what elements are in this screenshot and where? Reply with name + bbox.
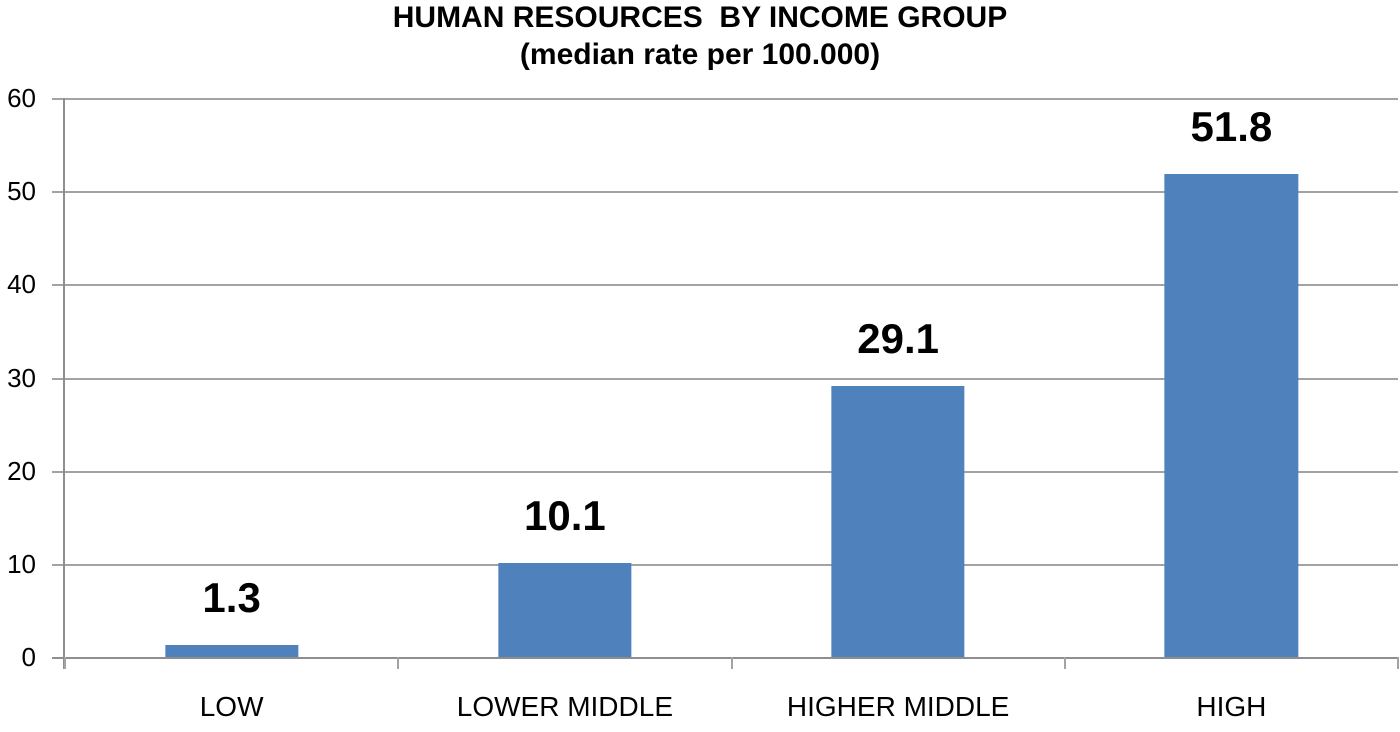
x-axis: LOW LOWER MIDDLE HIGHER MIDDLE HIGH [65, 690, 1398, 724]
x-axis-tick [397, 657, 400, 669]
y-axis-label: 20 [7, 455, 36, 486]
gridline-40 [52, 284, 1398, 287]
chart-subtitle: (median rate per 100.000) [519, 38, 881, 71]
y-axis-label: 10 [7, 548, 36, 579]
x-axis-label-lower-middle: LOWER MIDDLE [456, 691, 673, 722]
y-axis-label: 50 [7, 176, 36, 207]
bar-value-label-high: 51.8 [1190, 103, 1273, 151]
bar-value-label-lower-middle: 10.1 [524, 491, 606, 539]
x-axis-tick [64, 657, 66, 669]
y-axis-label: 0 [21, 642, 36, 672]
plot-area: 1.3 10.1 29.1 51.8 [52, 98, 1399, 669]
y-axis: 0 10 20 30 40 50 60 [0, 83, 36, 672]
x-axis-tick [730, 657, 733, 669]
gridline-10 [52, 563, 1398, 566]
bar-low [164, 644, 299, 657]
bar-value-label-higher-middle: 29.1 [857, 314, 939, 362]
bar-higher-middle [831, 385, 965, 657]
gridline-20 [52, 470, 1398, 473]
y-axis-label: 30 [7, 362, 36, 393]
bar-high [1164, 174, 1299, 657]
x-axis-line [52, 657, 1398, 659]
y-axis-label: 40 [7, 269, 36, 300]
gridline-50 [52, 191, 1398, 194]
x-axis-tick [1397, 657, 1399, 669]
y-axis-line [63, 98, 65, 669]
x-axis-label-low: LOW [199, 691, 264, 722]
y-axis-label: 60 [7, 83, 36, 113]
chart-title: HUMAN RESOURCES BY INCOME GROUP [392, 1, 1008, 34]
gridline-60 [52, 98, 1398, 100]
bar-value-label-low: 1.3 [202, 573, 261, 621]
gridline-30 [52, 377, 1398, 380]
bar-lower-middle [498, 562, 632, 657]
x-axis-label-high: HIGH [1196, 691, 1267, 722]
x-axis-label-higher-middle: HIGHER MIDDLE [786, 691, 1010, 722]
x-axis-tick [1063, 657, 1066, 669]
